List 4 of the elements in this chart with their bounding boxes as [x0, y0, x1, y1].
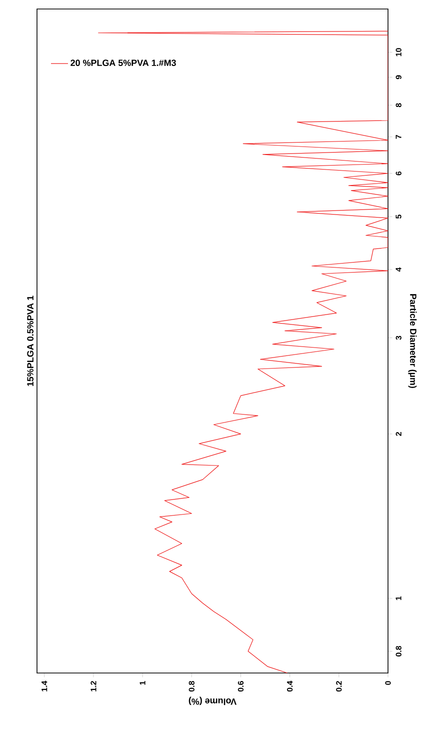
text: 15%PLGA 0.5%PVA 1 [27, 296, 34, 386]
y-axis-title: Particle Diameter (µm) [408, 294, 417, 388]
legend-label: 20 %PLGA 5%PVA 1.#M3 [70, 60, 176, 66]
x-axis-title: Volume (%) [188, 696, 237, 706]
